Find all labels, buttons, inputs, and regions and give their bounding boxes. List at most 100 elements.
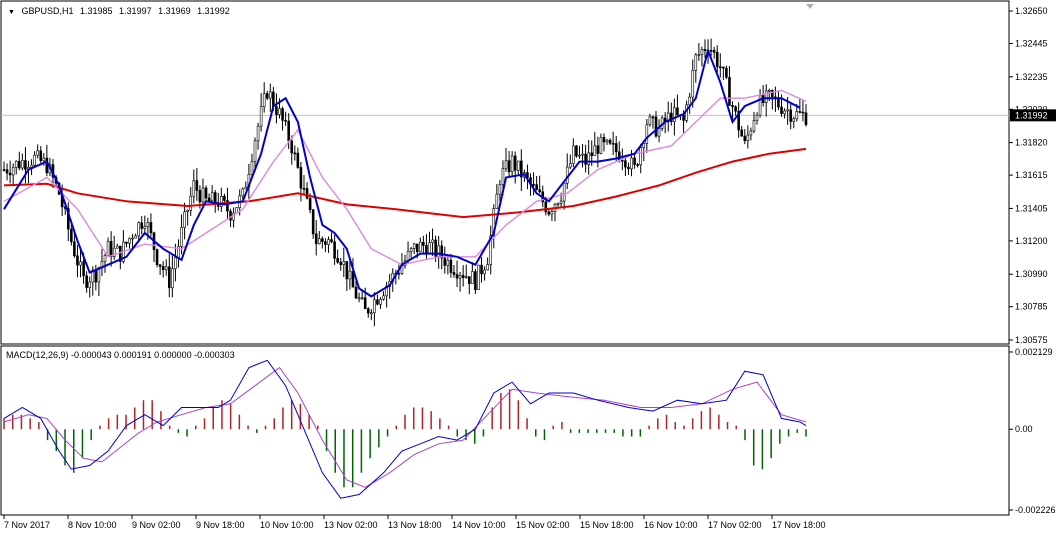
macd-panel (0, 345, 1010, 516)
candle-body (204, 187, 208, 199)
candle-body (697, 54, 701, 56)
candle-body (174, 257, 177, 269)
candle-body (45, 157, 49, 174)
candle-body (446, 259, 450, 266)
time-axis-label: 9 Nov 18:00 (196, 520, 245, 530)
candle-body (296, 152, 300, 168)
candle-body (18, 160, 21, 169)
candle-body (226, 200, 229, 212)
price-axis-label: 1.32445 (1015, 39, 1048, 49)
chart-shift-marker-icon[interactable] (806, 4, 814, 9)
candle-body (223, 195, 226, 201)
candle-body (608, 139, 612, 144)
candle-body (308, 198, 312, 211)
candle-body (314, 233, 318, 245)
candle-body (590, 152, 594, 156)
candle-body (507, 160, 511, 173)
candle-body (198, 190, 202, 203)
candle-body (504, 160, 508, 169)
candle-body (262, 93, 266, 107)
candle-body (734, 106, 737, 112)
candle-body (437, 245, 440, 257)
candle-body (287, 120, 290, 142)
candle-body (103, 255, 107, 262)
candle-body (513, 155, 517, 171)
candle-body (336, 258, 339, 263)
candle-body (269, 91, 272, 99)
ohlc-low: 1.31969 (158, 6, 191, 16)
time-axis-label: 17 Nov 18:00 (772, 520, 826, 530)
candle-body (599, 137, 603, 154)
candle-body (510, 155, 514, 173)
candle-body (495, 193, 499, 209)
time-axis-label: 14 Nov 10:00 (452, 520, 506, 530)
candle-body (611, 142, 615, 145)
candle-body (373, 299, 376, 314)
time-axis-label: 13 Nov 18:00 (388, 520, 442, 530)
time-axis-label: 16 Nov 10:00 (644, 520, 698, 530)
candle-body (112, 247, 116, 257)
candle-body (143, 226, 147, 229)
candle-body (232, 212, 235, 221)
candle-body (627, 166, 630, 170)
candle-body (131, 237, 134, 240)
candle-body (728, 76, 731, 106)
candle-body (207, 197, 211, 202)
candle-body (275, 106, 278, 115)
candle-body (327, 239, 330, 245)
price-axis-label: 1.31820 (1015, 138, 1048, 148)
candle-body (82, 261, 85, 277)
candle-body (244, 186, 248, 190)
candle-body (366, 308, 370, 314)
candle-body (415, 243, 419, 253)
candle-body (538, 189, 541, 193)
candle-body (798, 111, 802, 113)
candle-body (486, 264, 489, 271)
candle-body (743, 135, 747, 141)
candle-body (559, 200, 563, 204)
macd-signal-line (3, 366, 807, 488)
candle-body (21, 160, 24, 169)
candle-body (630, 157, 633, 170)
price-axis-label: 1.30785 (1015, 302, 1048, 312)
candle-body (125, 241, 128, 244)
candle-body (801, 111, 805, 114)
candle-body (673, 107, 676, 123)
candle-body (354, 286, 358, 299)
candle-body (492, 208, 496, 237)
candle-body (106, 240, 110, 256)
candle-body (311, 209, 315, 235)
candle-body (568, 163, 572, 168)
candle-body (452, 272, 456, 275)
moving-average-line-blue (3, 47, 801, 298)
candle-body (792, 118, 796, 122)
candle-body (532, 183, 535, 186)
candle-body (115, 245, 119, 249)
candle-body (718, 66, 722, 69)
candle-body (654, 116, 658, 137)
ohlc-high: 1.31997 (119, 6, 152, 16)
candle-body (489, 235, 493, 265)
price-axis-label: 1.32650 (1015, 6, 1048, 16)
candle-body (272, 91, 275, 107)
candle-body (167, 266, 171, 289)
candle-body (324, 241, 327, 245)
candle-body (186, 210, 189, 213)
candle-body (789, 109, 792, 122)
candle-body (109, 240, 113, 257)
candle-body (250, 161, 254, 175)
candle-body (333, 241, 336, 259)
candle-body (290, 140, 294, 154)
candle-body (535, 184, 538, 191)
candle-body (220, 195, 223, 207)
candle-body (428, 242, 431, 254)
candle-body (771, 89, 774, 98)
candle-body (795, 111, 799, 120)
candle-body (210, 192, 214, 202)
candle-body (501, 168, 505, 185)
candle-body (8, 172, 12, 176)
candle-body (161, 266, 165, 271)
candle-body (376, 299, 379, 305)
current-price-label: 1.31992 (1015, 110, 1048, 120)
